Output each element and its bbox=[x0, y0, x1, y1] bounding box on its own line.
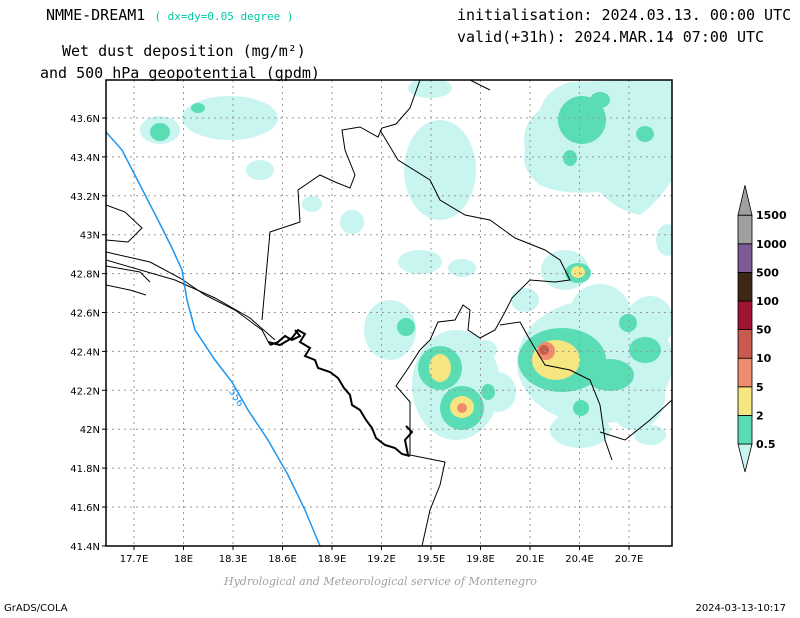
colorbar-level-label: 500 bbox=[756, 266, 779, 279]
lon-tick-label: 18.6E bbox=[268, 554, 297, 565]
lat-tick-label: 43.2N bbox=[70, 192, 100, 203]
longitude-axis: 17.7E 18E 18.3E 18.6E 18.9E 19.2E 19.5E 19.8E 20… bbox=[120, 546, 644, 565]
colorbar-level-label: 2 bbox=[756, 409, 764, 422]
lon-tick-label: 19.8E bbox=[466, 554, 495, 565]
colorbar-swatch bbox=[737, 386, 753, 416]
lat-tick-label: 41.4N bbox=[70, 542, 100, 553]
lon-tick-label: 18.9E bbox=[318, 554, 347, 565]
variable-title: Wet dust deposition (mg/m²) bbox=[62, 42, 306, 60]
contour-label: 556 bbox=[226, 387, 245, 409]
colorbar-level-label: 50 bbox=[756, 324, 772, 337]
colorbar-level-label: 0.5 bbox=[756, 438, 776, 451]
lat-lon-grid bbox=[106, 80, 672, 546]
colorbar-level-label: 100 bbox=[756, 295, 779, 308]
borders bbox=[106, 80, 672, 546]
lon-tick-label: 19.5E bbox=[417, 554, 446, 565]
lat-tick-label: 42.8N bbox=[70, 270, 100, 281]
coastline bbox=[267, 328, 414, 457]
lat-tick-label: 42.4N bbox=[70, 347, 100, 358]
model-name: NMME-DREAM1 bbox=[46, 6, 146, 24]
footer-timestamp: 2024-03-13-10:17 bbox=[695, 603, 786, 614]
dust-deposition-field bbox=[106, 80, 672, 546]
geopotential-contour-556 bbox=[106, 131, 321, 546]
colorbar-level-label: 5 bbox=[756, 381, 764, 394]
colorbar-swatch bbox=[737, 414, 753, 445]
lat-tick-label: 43.4N bbox=[70, 153, 100, 164]
lat-tick-label: 43.6N bbox=[70, 114, 100, 125]
lon-tick-label: 17.7E bbox=[120, 554, 149, 565]
initialisation-time: initialisation: 2024.03.13. 00:00 UTC bbox=[457, 6, 792, 24]
colorbar-swatch bbox=[737, 214, 753, 245]
lat-tick-label: 42N bbox=[80, 425, 100, 436]
lat-tick-label: 43N bbox=[80, 231, 100, 242]
lon-tick-label: 18.3E bbox=[219, 554, 248, 565]
resolution-label: ( dx=dy=0.05 degree ) bbox=[154, 10, 294, 23]
lon-tick-label: 20.4E bbox=[565, 554, 594, 565]
colorbar-swatch bbox=[737, 271, 753, 302]
lon-tick-label: 20.7E bbox=[615, 554, 644, 565]
footer-software: GrADS/COLA bbox=[4, 603, 68, 614]
colorbar-level-label: 1500 bbox=[756, 209, 787, 222]
lon-tick-label: 19.2E bbox=[367, 554, 396, 565]
variable-subtitle: and 500 hPa geopotential (gpdm) bbox=[40, 64, 320, 82]
colorbar-swatch bbox=[737, 329, 753, 359]
colorbar-max-arrow bbox=[737, 185, 753, 216]
colorbar-level-label: 1000 bbox=[756, 238, 787, 251]
colorbar-level-label: 10 bbox=[756, 352, 772, 365]
latitude-axis: 43.6N 43.4N 43.2N 43N 42.8N 42.6N 42.4N 42.2N 42… bbox=[70, 114, 106, 553]
colorbar-swatch bbox=[737, 357, 753, 388]
level-50-area bbox=[539, 345, 549, 355]
valid-time: valid(+31h): 2024.MAR.14 07:00 UTC bbox=[457, 28, 765, 46]
credit-line: Hydrological and Meteorological service … bbox=[224, 575, 537, 588]
lat-tick-label: 41.6N bbox=[70, 503, 100, 514]
colorbar-min-arrow bbox=[737, 443, 753, 473]
lat-tick-label: 42.2N bbox=[70, 386, 100, 397]
lat-tick-label: 42.6N bbox=[70, 309, 100, 320]
lat-tick-label: 41.8N bbox=[70, 464, 100, 475]
colorbar-legend: 0.5 2 5 10 50 100 500 1000 1500 bbox=[737, 185, 787, 473]
model-title: NMME-DREAM1 ( dx=dy=0.05 degree ) bbox=[46, 6, 293, 24]
colorbar-swatch bbox=[737, 300, 753, 331]
lon-tick-label: 20.1E bbox=[516, 554, 545, 565]
lon-tick-label: 18E bbox=[174, 554, 193, 565]
colorbar-swatch bbox=[737, 243, 753, 273]
